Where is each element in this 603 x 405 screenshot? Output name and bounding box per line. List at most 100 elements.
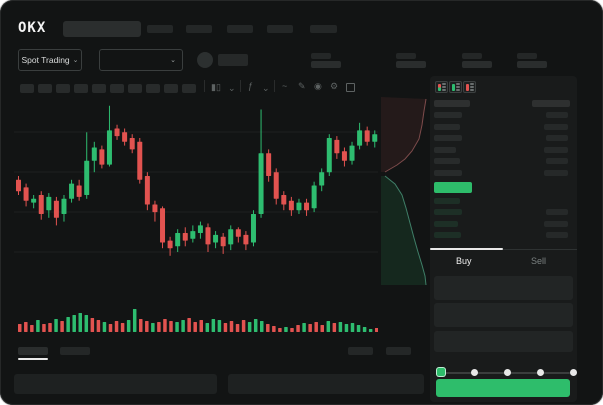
nav-item-placeholder[interactable] — [227, 25, 253, 33]
draw-icon[interactable]: ✎ — [298, 81, 306, 91]
candlestick — [250, 214, 256, 243]
volume-bar — [145, 321, 149, 332]
ask-row-price[interactable] — [434, 158, 460, 165]
ask-row-price[interactable] — [434, 112, 462, 118]
bid-row-amount[interactable] — [546, 231, 568, 238]
toolbar-divider — [274, 80, 275, 92]
ask-row-amount[interactable] — [544, 146, 568, 153]
nav-item-placeholder[interactable] — [147, 25, 173, 33]
total-input[interactable] — [434, 331, 573, 352]
volume-bar — [30, 325, 34, 332]
buy-button[interactable] — [436, 379, 570, 397]
ask-row-amount[interactable] — [546, 112, 568, 118]
volume-bar — [18, 324, 22, 332]
price-input[interactable] — [434, 276, 573, 300]
tab-buy[interactable]: Buy — [456, 256, 472, 266]
spot-trading-dropdown[interactable]: Spot Trading ⌄ — [18, 49, 82, 71]
timeframe-button[interactable] — [20, 84, 34, 93]
volume-bar — [157, 322, 161, 332]
bid-row-amount[interactable] — [544, 220, 568, 227]
ask-row-price[interactable] — [434, 135, 462, 142]
timeframe-button[interactable] — [74, 84, 88, 93]
candlestick — [319, 172, 325, 186]
chart-type-icon[interactable]: ▮▯ — [211, 82, 221, 92]
timeframe-button[interactable] — [56, 84, 70, 93]
candlestick — [213, 234, 219, 243]
volume-bar — [78, 313, 82, 332]
volume-bar — [320, 325, 324, 332]
candlestick-chart[interactable] — [14, 96, 378, 336]
volume-bar — [120, 323, 125, 332]
ask-row-amount[interactable] — [544, 170, 568, 176]
book-view-bids-icon[interactable] — [449, 81, 462, 93]
volume-bar — [308, 324, 312, 332]
chart-bottom-tab[interactable] — [60, 347, 90, 355]
slider-stop[interactable] — [437, 368, 445, 376]
slider-stop[interactable] — [504, 369, 511, 376]
stat-label-placeholder — [396, 53, 416, 59]
search-input[interactable] — [63, 21, 141, 37]
camera-icon[interactable]: ◉ — [314, 81, 322, 91]
ask-row-price[interactable] — [434, 146, 456, 153]
candlestick — [61, 198, 67, 214]
toolbar-divider — [204, 80, 205, 92]
bid-row-price[interactable] — [434, 220, 458, 227]
timeframe-button[interactable] — [164, 84, 178, 93]
chart-range-button[interactable] — [386, 347, 411, 355]
chart-bottom-tab-active[interactable] — [18, 347, 48, 355]
timeframe-button[interactable] — [92, 84, 106, 93]
bottom-tab-indicator — [18, 358, 48, 360]
fullscreen-icon[interactable] — [346, 83, 355, 92]
slider-stop[interactable] — [471, 369, 478, 376]
amount-input[interactable] — [434, 303, 573, 327]
slider-stop[interactable] — [537, 369, 544, 376]
candlestick — [273, 172, 279, 199]
ask-row-amount[interactable] — [544, 123, 568, 130]
ask-row-amount[interactable] — [546, 135, 568, 142]
volume-bar — [241, 320, 246, 332]
candlestick — [304, 202, 310, 211]
bid-row-amount[interactable] — [546, 209, 568, 216]
volume-bar — [302, 323, 306, 332]
slider-stop[interactable] — [570, 369, 577, 376]
bid-row-price[interactable] — [434, 209, 462, 216]
timeframe-button[interactable] — [182, 84, 196, 93]
candlestick — [46, 196, 52, 211]
timeframe-button[interactable] — [128, 84, 142, 93]
line-tool-icon[interactable]: ~ — [282, 81, 288, 91]
depth-chart[interactable] — [379, 95, 431, 288]
book-view-asks-icon[interactable] — [463, 81, 476, 93]
nav-item-placeholder[interactable] — [310, 25, 337, 33]
timeframe-button[interactable] — [146, 84, 160, 93]
ask-row-price[interactable] — [434, 123, 460, 130]
settings-gear-icon[interactable]: ⚙ — [330, 81, 339, 91]
book-view-all-icon[interactable] — [435, 81, 448, 93]
candlestick — [16, 179, 21, 192]
tab-sell[interactable]: Sell — [531, 256, 547, 266]
chevron-down-icon[interactable]: ⌄ — [228, 83, 236, 93]
book-asks-glyph — [465, 83, 469, 91]
nav-item-placeholder[interactable] — [186, 25, 212, 33]
chart-range-button[interactable] — [348, 347, 373, 355]
last-price-badge[interactable] — [434, 182, 472, 193]
candlestick — [122, 132, 128, 142]
pair-dropdown[interactable]: ⌄ — [99, 49, 183, 71]
volume-bar — [96, 320, 101, 332]
volume-bar — [344, 324, 349, 332]
volume-bar — [235, 324, 240, 332]
indicators-icon[interactable]: ƒ — [248, 81, 254, 91]
ask-row-amount[interactable] — [546, 158, 568, 165]
ask-row-price[interactable] — [434, 170, 462, 176]
volume-bar — [217, 320, 222, 332]
bid-row-price[interactable] — [434, 198, 460, 204]
chevron-down-icon[interactable]: ⌄ — [262, 83, 270, 93]
timeframe-button[interactable] — [38, 84, 52, 93]
bid-row-price[interactable] — [434, 231, 461, 238]
footer-panel-left — [14, 374, 217, 394]
candlestick — [349, 145, 355, 161]
candlestick — [372, 134, 378, 142]
timeframe-button[interactable] — [110, 84, 124, 93]
stat-label-placeholder — [517, 53, 537, 59]
nav-item-placeholder[interactable] — [267, 25, 293, 33]
volume-bar — [229, 321, 234, 332]
